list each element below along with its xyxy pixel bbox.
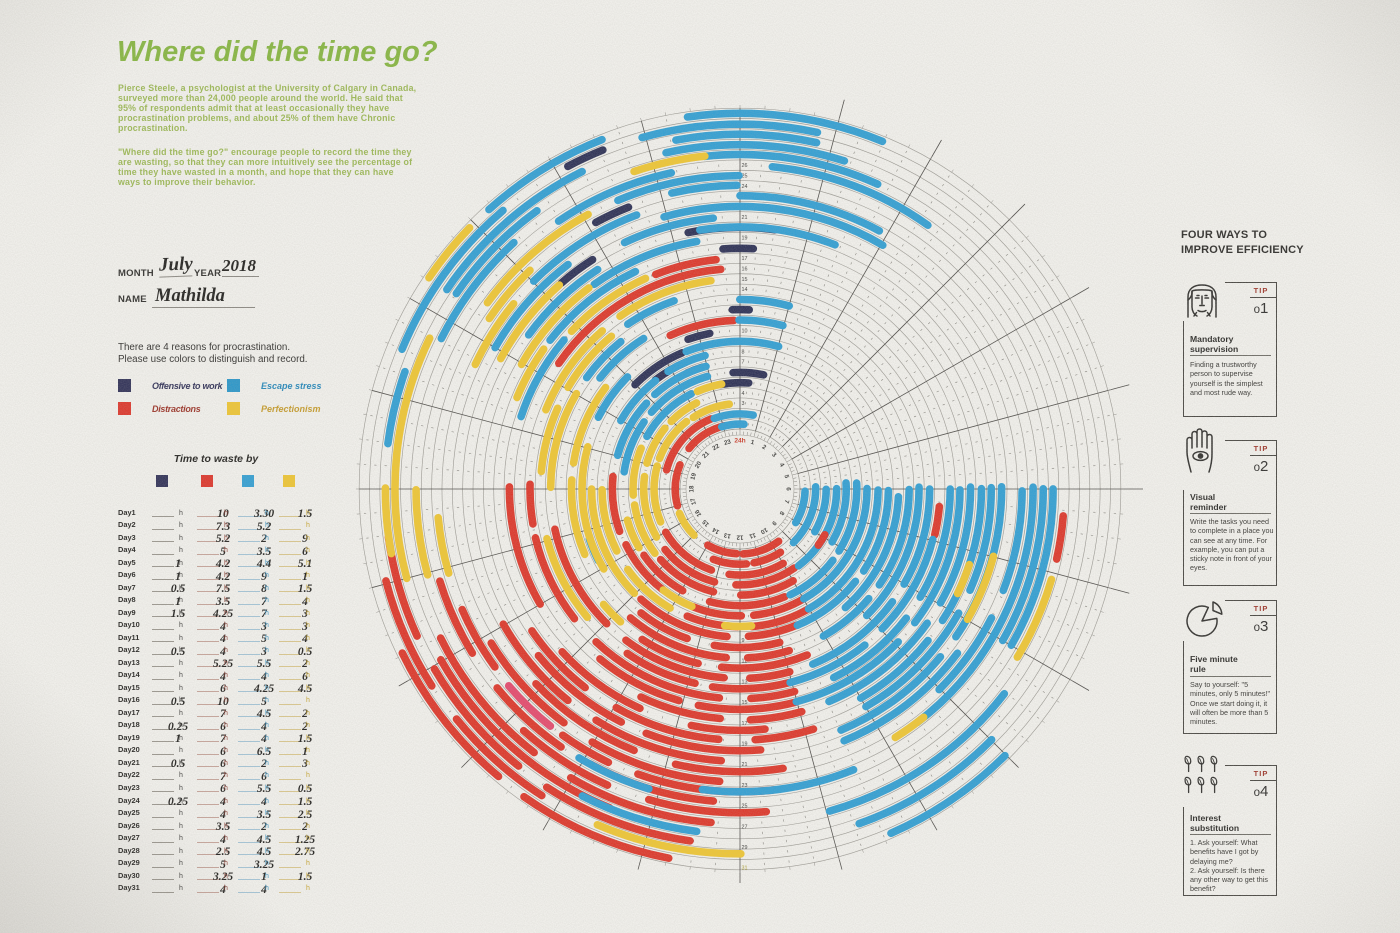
svg-text:8: 8 [742, 349, 745, 355]
svg-text:31: 31 [742, 866, 748, 872]
svg-text:9: 9 [742, 638, 745, 644]
svg-text:1: 1 [750, 439, 756, 447]
svg-text:6: 6 [785, 487, 792, 491]
svg-text:9: 9 [770, 519, 778, 527]
svg-text:10: 10 [759, 526, 769, 536]
svg-text:27: 27 [742, 824, 748, 830]
svg-text:17: 17 [689, 497, 698, 506]
svg-text:21: 21 [701, 450, 711, 460]
svg-text:7: 7 [742, 360, 745, 366]
svg-text:16: 16 [693, 508, 703, 518]
svg-text:23: 23 [723, 438, 732, 447]
svg-text:19: 19 [742, 236, 748, 242]
svg-text:14: 14 [742, 287, 748, 293]
svg-text:13: 13 [742, 679, 748, 685]
svg-text:4: 4 [778, 462, 786, 469]
svg-text:29: 29 [742, 845, 748, 851]
svg-text:7: 7 [782, 499, 790, 505]
svg-text:15: 15 [742, 700, 748, 706]
svg-text:12: 12 [736, 534, 743, 541]
svg-text:2: 2 [761, 444, 768, 452]
svg-text:24: 24 [742, 184, 748, 190]
svg-text:15: 15 [701, 518, 711, 528]
svg-text:11: 11 [748, 531, 757, 540]
svg-text:20: 20 [694, 460, 704, 470]
svg-text:13: 13 [723, 531, 732, 540]
svg-text:24h: 24h [734, 438, 745, 445]
svg-text:3: 3 [770, 451, 778, 459]
svg-text:18: 18 [689, 485, 696, 492]
svg-text:21: 21 [742, 762, 748, 768]
svg-text:26: 26 [742, 163, 748, 169]
svg-text:16: 16 [742, 267, 748, 273]
svg-text:4: 4 [742, 391, 745, 397]
svg-text:8: 8 [777, 510, 785, 517]
svg-text:5: 5 [782, 474, 790, 480]
svg-text:19: 19 [689, 472, 698, 481]
svg-text:22: 22 [711, 442, 721, 452]
svg-text:17: 17 [742, 256, 748, 262]
svg-text:10: 10 [742, 329, 748, 335]
svg-text:15: 15 [742, 277, 748, 283]
svg-text:25: 25 [742, 804, 748, 810]
svg-text:19: 19 [742, 742, 748, 748]
svg-text:3: 3 [742, 401, 745, 407]
svg-text:17: 17 [742, 721, 748, 727]
svg-text:14: 14 [711, 526, 721, 536]
svg-text:21: 21 [742, 215, 748, 221]
